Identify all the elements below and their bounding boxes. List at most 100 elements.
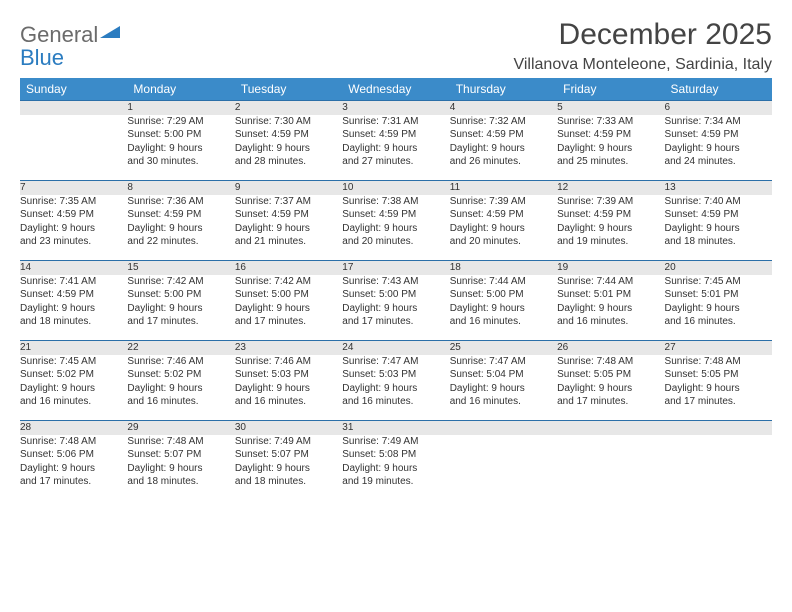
day-content-row: Sunrise: 7:41 AMSunset: 4:59 PMDaylight:…	[20, 275, 772, 341]
weekday-header: Sunday	[20, 78, 127, 101]
weekday-header: Thursday	[450, 78, 557, 101]
dl2-text: and 18 minutes.	[665, 235, 772, 249]
day-content-cell: Sunrise: 7:45 AMSunset: 5:01 PMDaylight:…	[665, 275, 772, 341]
dl1-text: Daylight: 9 hours	[127, 382, 234, 396]
dl2-text: and 17 minutes.	[20, 475, 127, 489]
sunset-text: Sunset: 4:59 PM	[20, 288, 127, 302]
dl2-text: and 18 minutes.	[235, 475, 342, 489]
day-content-cell: Sunrise: 7:33 AMSunset: 4:59 PMDaylight:…	[557, 115, 664, 181]
day-number-cell: 27	[665, 341, 772, 355]
day-content-cell: Sunrise: 7:48 AMSunset: 5:06 PMDaylight:…	[20, 435, 127, 501]
sunrise-text: Sunrise: 7:37 AM	[235, 195, 342, 209]
sunrise-text: Sunrise: 7:49 AM	[342, 435, 449, 449]
sunset-text: Sunset: 5:01 PM	[665, 288, 772, 302]
sunset-text: Sunset: 5:03 PM	[235, 368, 342, 382]
day-number-cell: 15	[127, 261, 234, 275]
dl1-text: Daylight: 9 hours	[127, 462, 234, 476]
dl2-text: and 20 minutes.	[342, 235, 449, 249]
sunset-text: Sunset: 5:00 PM	[342, 288, 449, 302]
sunrise-text: Sunrise: 7:39 AM	[450, 195, 557, 209]
location-subtitle: Villanova Monteleone, Sardinia, Italy	[513, 56, 772, 74]
day-number-cell: 14	[20, 261, 127, 275]
day-content-cell: Sunrise: 7:35 AMSunset: 4:59 PMDaylight:…	[20, 195, 127, 261]
sunset-text: Sunset: 4:59 PM	[450, 128, 557, 142]
sunset-text: Sunset: 4:59 PM	[127, 208, 234, 222]
day-number-cell: 30	[235, 421, 342, 435]
sunset-text: Sunset: 4:59 PM	[20, 208, 127, 222]
day-number-row: 21222324252627	[20, 341, 772, 355]
day-content-cell: Sunrise: 7:42 AMSunset: 5:00 PMDaylight:…	[127, 275, 234, 341]
day-number-cell	[20, 101, 127, 115]
day-content-cell: Sunrise: 7:44 AMSunset: 5:01 PMDaylight:…	[557, 275, 664, 341]
logo-triangle-icon	[100, 24, 120, 43]
dl1-text: Daylight: 9 hours	[342, 462, 449, 476]
day-content-cell: Sunrise: 7:29 AMSunset: 5:00 PMDaylight:…	[127, 115, 234, 181]
dl1-text: Daylight: 9 hours	[235, 302, 342, 316]
dl2-text: and 16 minutes.	[127, 395, 234, 409]
day-content-cell	[665, 435, 772, 501]
dl1-text: Daylight: 9 hours	[342, 382, 449, 396]
day-number-row: 123456	[20, 101, 772, 115]
day-content-cell: Sunrise: 7:36 AMSunset: 4:59 PMDaylight:…	[127, 195, 234, 261]
sunrise-text: Sunrise: 7:35 AM	[20, 195, 127, 209]
day-content-row: Sunrise: 7:45 AMSunset: 5:02 PMDaylight:…	[20, 355, 772, 421]
dl1-text: Daylight: 9 hours	[665, 302, 772, 316]
sunrise-text: Sunrise: 7:42 AM	[127, 275, 234, 289]
sunset-text: Sunset: 4:59 PM	[450, 208, 557, 222]
dl1-text: Daylight: 9 hours	[235, 142, 342, 156]
dl1-text: Daylight: 9 hours	[665, 382, 772, 396]
dl2-text: and 19 minutes.	[557, 235, 664, 249]
sunrise-text: Sunrise: 7:41 AM	[20, 275, 127, 289]
dl2-text: and 19 minutes.	[342, 475, 449, 489]
sunset-text: Sunset: 5:00 PM	[450, 288, 557, 302]
brand-blue: Blue	[20, 47, 120, 69]
dl1-text: Daylight: 9 hours	[235, 222, 342, 236]
dl1-text: Daylight: 9 hours	[450, 302, 557, 316]
day-number-cell: 2	[235, 101, 342, 115]
day-content-cell: Sunrise: 7:32 AMSunset: 4:59 PMDaylight:…	[450, 115, 557, 181]
sunrise-text: Sunrise: 7:34 AM	[665, 115, 772, 129]
sunset-text: Sunset: 4:59 PM	[342, 208, 449, 222]
day-number-cell: 20	[665, 261, 772, 275]
sunrise-text: Sunrise: 7:43 AM	[342, 275, 449, 289]
dl1-text: Daylight: 9 hours	[450, 222, 557, 236]
month-title: December 2025	[513, 18, 772, 52]
dl2-text: and 27 minutes.	[342, 155, 449, 169]
day-content-cell: Sunrise: 7:38 AMSunset: 4:59 PMDaylight:…	[342, 195, 449, 261]
dl2-text: and 25 minutes.	[557, 155, 664, 169]
sunset-text: Sunset: 5:06 PM	[20, 448, 127, 462]
sunset-text: Sunset: 5:00 PM	[127, 288, 234, 302]
day-number-cell: 23	[235, 341, 342, 355]
day-number-cell: 6	[665, 101, 772, 115]
sunrise-text: Sunrise: 7:44 AM	[450, 275, 557, 289]
dl2-text: and 20 minutes.	[450, 235, 557, 249]
dl1-text: Daylight: 9 hours	[20, 302, 127, 316]
sunrise-text: Sunrise: 7:48 AM	[20, 435, 127, 449]
sunset-text: Sunset: 5:03 PM	[342, 368, 449, 382]
day-number-cell: 7	[20, 181, 127, 195]
dl1-text: Daylight: 9 hours	[342, 142, 449, 156]
sunset-text: Sunset: 5:01 PM	[557, 288, 664, 302]
dl1-text: Daylight: 9 hours	[557, 382, 664, 396]
sunset-text: Sunset: 4:59 PM	[557, 208, 664, 222]
day-number-cell: 5	[557, 101, 664, 115]
dl1-text: Daylight: 9 hours	[557, 222, 664, 236]
dl1-text: Daylight: 9 hours	[127, 222, 234, 236]
weekday-header: Monday	[127, 78, 234, 101]
dl1-text: Daylight: 9 hours	[235, 462, 342, 476]
day-number-cell: 10	[342, 181, 449, 195]
dl1-text: Daylight: 9 hours	[665, 222, 772, 236]
sunset-text: Sunset: 5:04 PM	[450, 368, 557, 382]
day-number-cell: 16	[235, 261, 342, 275]
sunset-text: Sunset: 5:08 PM	[342, 448, 449, 462]
day-number-cell: 31	[342, 421, 449, 435]
sunrise-text: Sunrise: 7:39 AM	[557, 195, 664, 209]
dl1-text: Daylight: 9 hours	[342, 222, 449, 236]
dl1-text: Daylight: 9 hours	[127, 142, 234, 156]
day-content-cell: Sunrise: 7:49 AMSunset: 5:07 PMDaylight:…	[235, 435, 342, 501]
sunset-text: Sunset: 5:02 PM	[20, 368, 127, 382]
dl1-text: Daylight: 9 hours	[127, 302, 234, 316]
day-number-row: 78910111213	[20, 181, 772, 195]
weekday-header: Saturday	[665, 78, 772, 101]
dl2-text: and 17 minutes.	[127, 315, 234, 329]
